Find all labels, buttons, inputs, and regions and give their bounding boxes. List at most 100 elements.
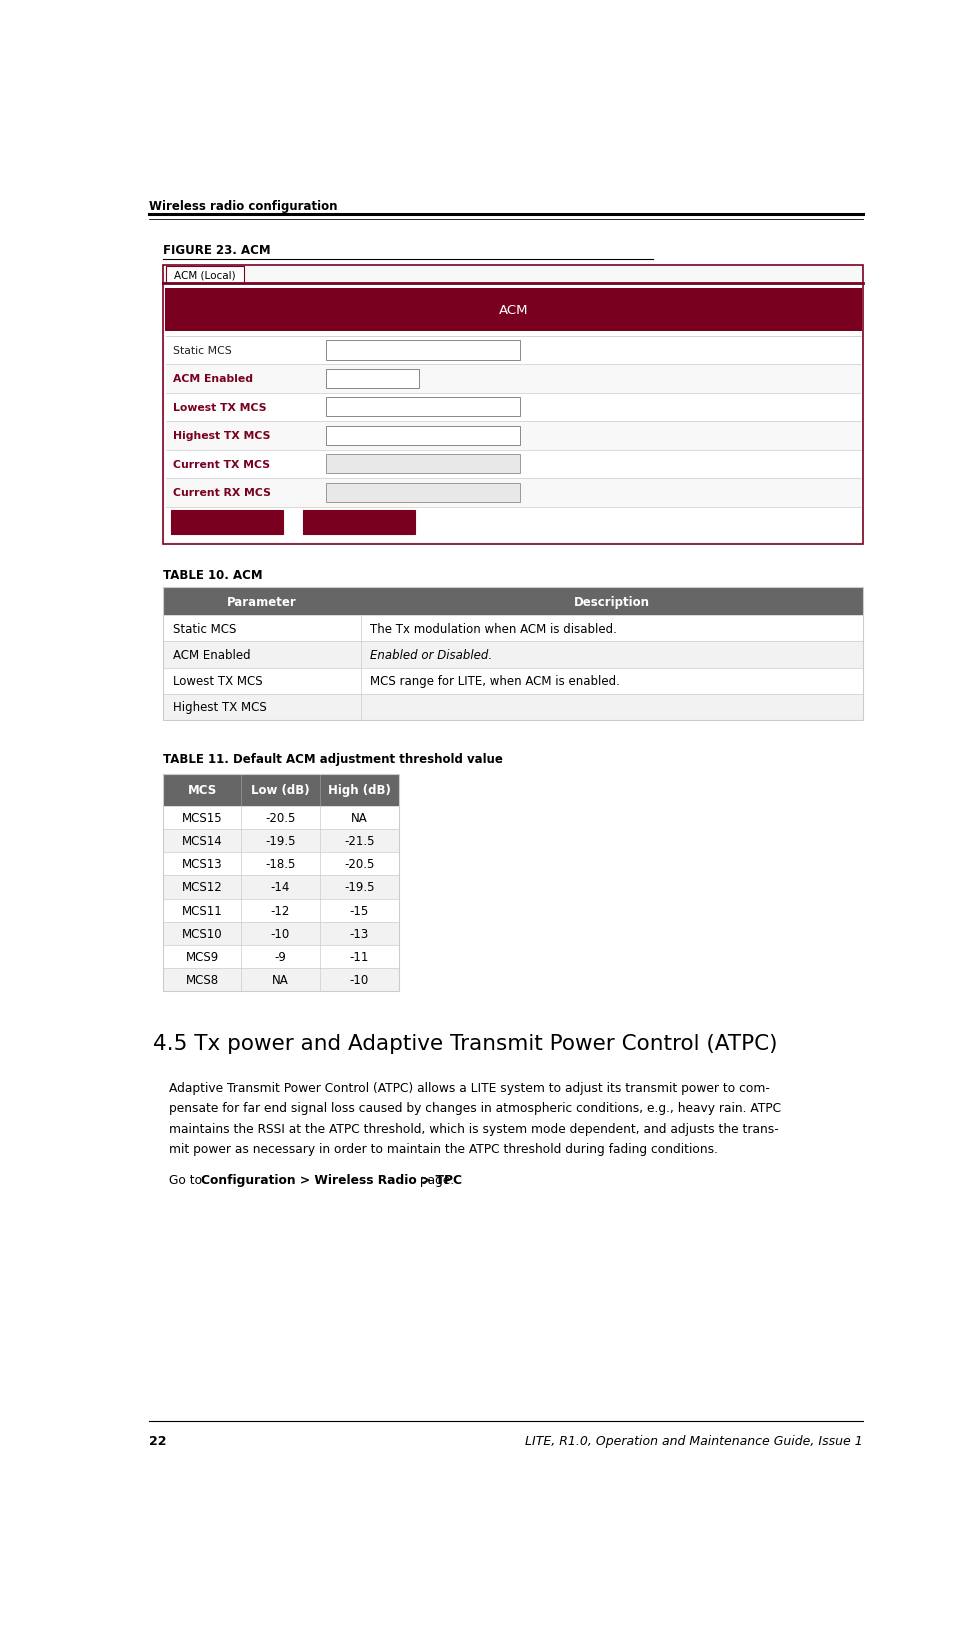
Bar — [163, 807, 399, 830]
Text: MCS11: MCS11 — [182, 905, 222, 918]
Text: FIGURE 23. ACM: FIGURE 23. ACM — [163, 244, 271, 258]
Text: -10: -10 — [271, 927, 289, 941]
Text: -15: -15 — [350, 905, 368, 918]
Text: Static MCS: Static MCS — [173, 346, 232, 355]
Text: Parameter: Parameter — [227, 595, 297, 608]
Text: -13: -13 — [350, 927, 368, 941]
Text: MCS15: MCS15 — [182, 812, 222, 825]
Text: -20.5: -20.5 — [265, 812, 295, 825]
Bar — [163, 900, 399, 923]
Bar — [325, 455, 520, 474]
Text: MCS12: MCS12 — [182, 880, 222, 893]
Text: Lowest TX MCS: Lowest TX MCS — [173, 675, 262, 688]
Text: TABLE 10. ACM: TABLE 10. ACM — [163, 569, 263, 582]
Text: Description: Description — [573, 595, 650, 608]
Text: ACM Enabled: ACM Enabled — [173, 375, 252, 385]
Bar — [163, 875, 399, 900]
Text: ACM: ACM — [498, 303, 528, 316]
Bar — [165, 285, 861, 543]
Text: -12: -12 — [271, 905, 290, 918]
Text: The Tx modulation when ACM is disabled.: The Tx modulation when ACM is disabled. — [370, 623, 616, 636]
Text: -19.5: -19.5 — [265, 835, 295, 848]
Text: NA: NA — [272, 973, 288, 986]
Text: 64QAM 5/6 (MCS15 2x2 MIMO)  ∨: 64QAM 5/6 (MCS15 2x2 MIMO) ∨ — [332, 430, 498, 442]
Text: MCS9: MCS9 — [186, 950, 219, 963]
Bar — [325, 370, 419, 388]
Bar — [163, 642, 863, 668]
Bar — [165, 393, 860, 422]
Text: Refresh: Refresh — [337, 518, 380, 528]
Bar — [165, 365, 860, 393]
Bar — [166, 267, 243, 284]
Text: Enabled or Disabled.: Enabled or Disabled. — [370, 649, 491, 662]
Bar — [325, 427, 520, 445]
Bar — [163, 588, 863, 720]
Bar — [171, 512, 283, 535]
Text: Current TX MCS: Current TX MCS — [173, 460, 270, 469]
Text: -21.5: -21.5 — [344, 835, 374, 848]
Text: MCS: MCS — [188, 784, 217, 797]
Text: page.: page. — [416, 1174, 454, 1187]
Bar — [303, 512, 415, 535]
Text: 64QAM 5/6 (MCS15 2x2 MIMO)  ∨: 64QAM 5/6 (MCS15 2x2 MIMO) ∨ — [332, 460, 498, 469]
Text: Static MCS: Static MCS — [173, 623, 235, 636]
Text: -10: -10 — [350, 973, 368, 986]
Text: MCS13: MCS13 — [182, 857, 222, 870]
Bar — [163, 852, 399, 875]
Text: disabled  ∨: disabled ∨ — [332, 375, 388, 385]
Text: 22: 22 — [149, 1434, 167, 1447]
Bar — [325, 341, 520, 360]
Text: Low (dB): Low (dB) — [251, 784, 310, 797]
Text: -20.5: -20.5 — [344, 857, 374, 870]
Text: Wireless radio configuration: Wireless radio configuration — [149, 200, 337, 214]
Text: Configuration > Wireless Radio > TPC: Configuration > Wireless Radio > TPC — [200, 1174, 461, 1187]
Bar — [163, 668, 863, 694]
Text: NA: NA — [351, 812, 367, 825]
Bar — [163, 266, 863, 544]
Bar — [325, 398, 520, 417]
Text: mit power as necessary in order to maintain the ATPC threshold during fading con: mit power as necessary in order to maint… — [169, 1143, 717, 1156]
Text: -11: -11 — [350, 950, 368, 963]
Bar — [163, 945, 399, 968]
Text: MCS10: MCS10 — [182, 927, 222, 941]
Text: Go to: Go to — [169, 1174, 205, 1187]
Text: 64QAM 5/6 (MCS15 2x2 MIMO)  ∨: 64QAM 5/6 (MCS15 2x2 MIMO) ∨ — [332, 346, 498, 355]
Text: -9: -9 — [275, 950, 286, 963]
Text: maintains the RSSI at the ATPC threshold, which is system mode dependent, and ad: maintains the RSSI at the ATPC threshold… — [169, 1121, 778, 1134]
Bar — [165, 450, 860, 479]
Text: -18.5: -18.5 — [265, 857, 295, 870]
Text: MCS14: MCS14 — [182, 835, 222, 848]
Bar — [165, 336, 860, 365]
Text: ∨: ∨ — [332, 487, 346, 499]
Text: MCS8: MCS8 — [186, 973, 219, 986]
Text: Highest TX MCS: Highest TX MCS — [173, 701, 266, 714]
Text: Highest TX MCS: Highest TX MCS — [173, 430, 270, 442]
Text: -14: -14 — [271, 880, 290, 893]
Bar — [163, 923, 399, 945]
Text: pensate for far end signal loss caused by changes in atmospheric conditions, e.g: pensate for far end signal loss caused b… — [169, 1102, 780, 1115]
Text: Submit: Submit — [207, 518, 247, 528]
Text: BPSK 1/2 (MCS8 2x2 MIMO)    ∨: BPSK 1/2 (MCS8 2x2 MIMO) ∨ — [332, 403, 488, 412]
Text: Lowest TX MCS: Lowest TX MCS — [173, 403, 266, 412]
Text: Current RX MCS: Current RX MCS — [173, 487, 271, 499]
Bar — [163, 968, 399, 991]
Text: High (dB): High (dB) — [327, 784, 391, 797]
Text: ACM (Local): ACM (Local) — [174, 271, 235, 280]
Text: LITE, R1.0, Operation and Maintenance Guide, Issue 1: LITE, R1.0, Operation and Maintenance Gu… — [525, 1434, 863, 1447]
Text: 4.5 Tx power and Adaptive Transmit Power Control (ATPC): 4.5 Tx power and Adaptive Transmit Power… — [153, 1033, 777, 1053]
Bar — [165, 422, 860, 450]
Text: TABLE 11. Default ACM adjustment threshold value: TABLE 11. Default ACM adjustment thresho… — [163, 753, 503, 766]
Bar — [163, 694, 863, 720]
Bar — [163, 616, 863, 642]
Bar — [163, 774, 399, 807]
Text: Adaptive Transmit Power Control (ATPC) allows a LITE system to adjust its transm: Adaptive Transmit Power Control (ATPC) a… — [169, 1081, 769, 1094]
Bar — [163, 774, 399, 991]
Bar — [165, 479, 860, 507]
Bar — [165, 289, 861, 333]
Text: MCS range for LITE, when ACM is enabled.: MCS range for LITE, when ACM is enabled. — [370, 675, 619, 688]
Bar — [325, 484, 520, 502]
Bar — [163, 830, 399, 852]
Text: ACM Enabled: ACM Enabled — [173, 649, 250, 662]
Text: -19.5: -19.5 — [344, 880, 374, 893]
Bar — [163, 588, 863, 616]
